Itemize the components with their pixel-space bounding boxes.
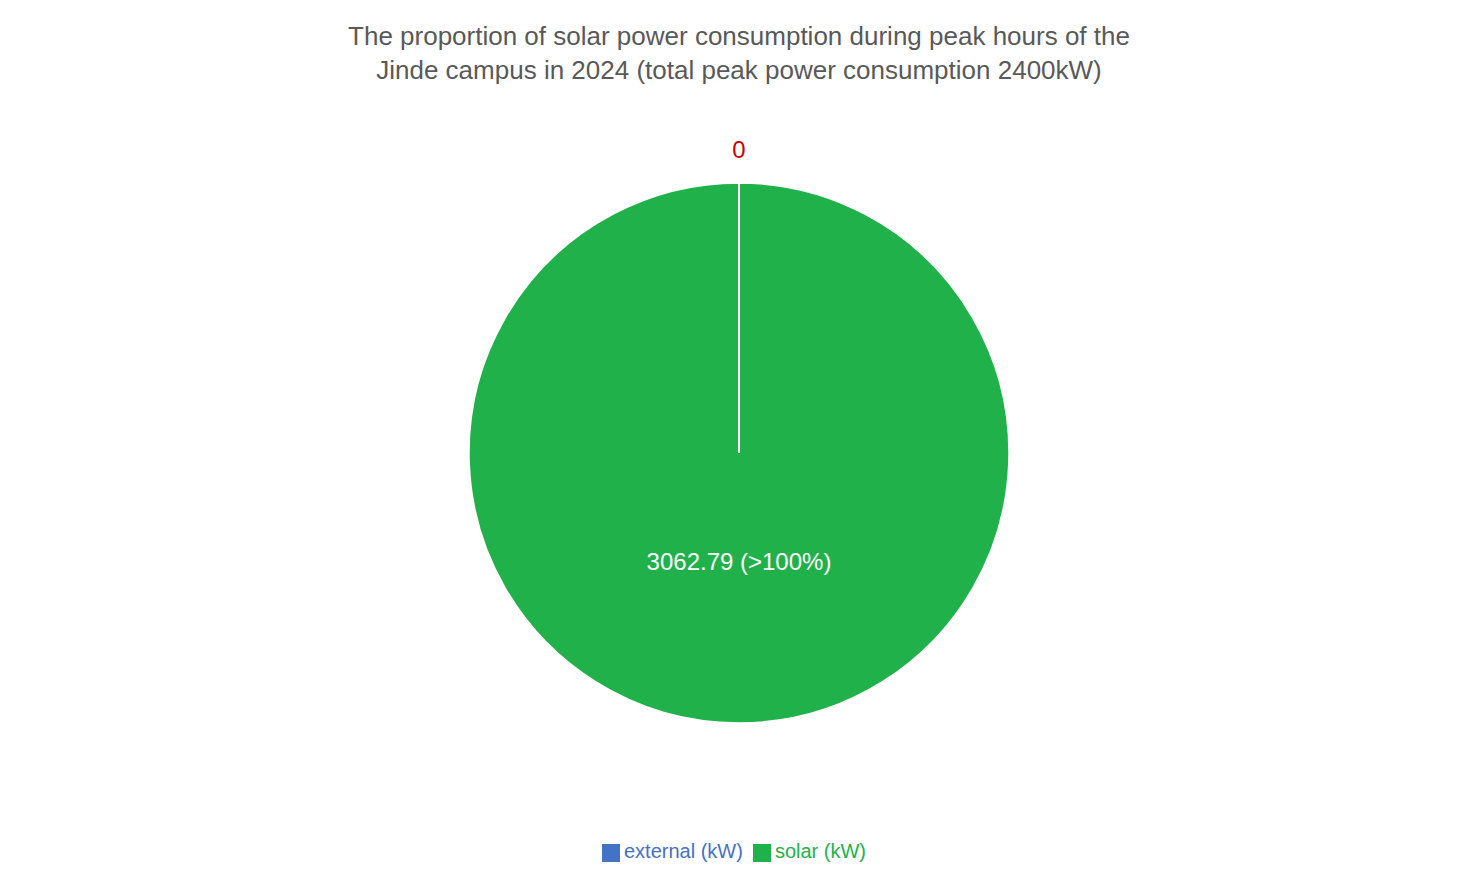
svg-text:3062.79 (>100%): 3062.79 (>100%) [647,548,832,575]
html-text:external (kW): external (kW) [624,840,743,862]
svg-text:0: 0 [732,136,745,163]
html-text:The proportion of solar power: The proportion of solar power consumptio… [348,21,1130,51]
html-text:solar (kW): solar (kW) [774,840,866,862]
html-text:Jinde campus in 2024 (total pe: Jinde campus in 2024 (total peak power c… [376,55,1102,85]
